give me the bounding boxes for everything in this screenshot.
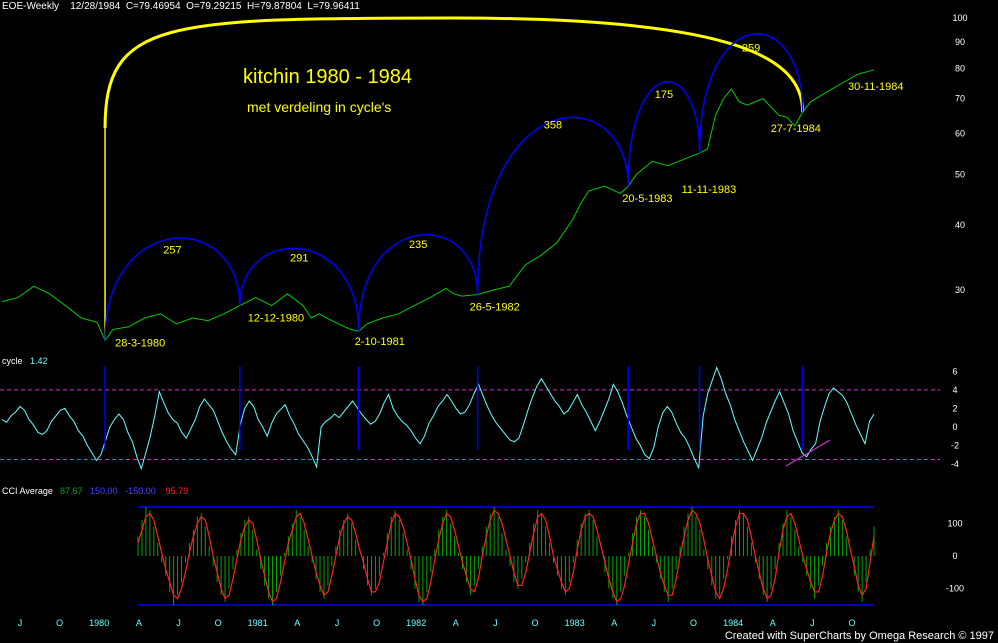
cycle-arc xyxy=(104,237,241,341)
cycle-title: cycle xyxy=(2,356,23,366)
x-axis-label: J xyxy=(493,618,498,628)
cycle-trend-line xyxy=(785,439,831,467)
cycle-panel: 6 4 2 0 -2 -4 cycle 1.42 xyxy=(0,356,959,471)
cycle-low-date: 12-12-1980 xyxy=(248,313,304,325)
cci-panel: 100 0 -100 CCI Average 87.67 150.00 -150.00 95.… xyxy=(2,486,964,606)
cycle-y-tick: 2 xyxy=(952,403,957,413)
header-close: C=79.46954 xyxy=(125,1,181,12)
cycle-series-line xyxy=(1,366,875,471)
cycle-length-label: 291 xyxy=(290,253,308,265)
price-y-tick: 100 xyxy=(952,13,967,23)
x-axis-label: O xyxy=(56,618,63,628)
cci-legend-value: -150.00 xyxy=(125,486,156,496)
x-axis-label: J xyxy=(335,618,340,628)
header-low: L=79.96411 xyxy=(307,1,360,12)
x-axis-label: 1982 xyxy=(406,618,426,628)
cycle-arc xyxy=(627,81,701,187)
x-axis-label: A xyxy=(611,618,617,628)
kitchin-arc xyxy=(103,16,805,129)
x-axis-label: A xyxy=(136,618,142,628)
cci-legend-value: 95.79 xyxy=(166,486,189,496)
x-axis-label: O xyxy=(848,618,855,628)
cycle-low-date: 28-3-1980 xyxy=(115,337,165,349)
x-axis-label: 1981 xyxy=(248,618,268,628)
cci-average-line xyxy=(137,509,875,603)
x-axis-label: A xyxy=(770,618,776,628)
x-axis-label: J xyxy=(18,618,23,628)
cycle-arc xyxy=(357,234,479,332)
cci-legend-value: 150.00 xyxy=(90,486,118,496)
cycle-length-label: 358 xyxy=(544,119,562,131)
cycle-y-tick: -4 xyxy=(951,459,959,469)
cycle-y-tick: 0 xyxy=(952,422,957,432)
x-axis-label: O xyxy=(373,618,380,628)
x-axis-label: A xyxy=(294,618,300,628)
price-series-line xyxy=(1,69,875,342)
x-axis-label: O xyxy=(215,618,222,628)
cycle-low-date: 11-11-1983 xyxy=(682,184,737,196)
header-symbol: EOE-Weekly xyxy=(2,1,60,12)
cci-y-tick: 0 xyxy=(952,551,957,561)
x-axis-label: 1984 xyxy=(723,618,743,628)
price-y-tick: 70 xyxy=(955,94,965,104)
price-y-tick: 50 xyxy=(955,170,965,180)
x-axis-label: 1983 xyxy=(565,618,585,628)
cci-legend-value: 87.67 xyxy=(60,486,83,496)
header-date: 12/28/1984 xyxy=(70,1,121,12)
cci-y-tick: 100 xyxy=(947,518,962,528)
cycle-low-date: 20-5-1983 xyxy=(622,193,672,205)
overlay-subtitle: met verdeling in cycle's xyxy=(247,99,392,115)
cci-y-tick: -100 xyxy=(946,584,964,594)
cycle-y-tick: 4 xyxy=(952,385,957,395)
cycle-low-date: 2-10-1981 xyxy=(355,336,405,348)
x-axis-label: 1980 xyxy=(89,618,109,628)
cycle-last-value: 1.42 xyxy=(30,356,48,366)
cycle-arc xyxy=(698,33,804,154)
price-y-tick: 90 xyxy=(955,37,965,47)
cycle-length-label: 175 xyxy=(655,89,673,101)
x-axis: J O 1980 A J O 1981 A J O 1982 A J O 1983 A J O 1984 A J O xyxy=(18,618,856,628)
cci-title: CCI Average xyxy=(2,486,53,496)
cycle-length-label: 257 xyxy=(163,244,181,256)
cycle-y-tick: -2 xyxy=(951,441,959,451)
cycle-low-date: 30-11-1984 xyxy=(848,81,903,93)
cycle-length-label: 259 xyxy=(742,42,760,54)
header-open: O=79.29215 xyxy=(186,1,242,12)
cycle-y-tick: 6 xyxy=(952,366,957,376)
x-axis-label: O xyxy=(690,618,697,628)
x-axis-label: A xyxy=(453,618,459,628)
x-axis-label: J xyxy=(652,618,657,628)
overlay-title: kitchin 1980 - 1984 xyxy=(243,66,413,88)
x-axis-label: O xyxy=(531,618,538,628)
cycle-arc xyxy=(476,116,630,295)
x-axis-label: J xyxy=(176,618,181,628)
price-y-tick: 40 xyxy=(955,220,965,230)
price-y-tick: 80 xyxy=(955,63,965,73)
cycle-low-date: 27-7-1984 xyxy=(771,123,821,135)
price-y-tick: 60 xyxy=(955,128,965,138)
cycle-arc xyxy=(239,247,360,332)
cycle-low-date: 26-5-1982 xyxy=(470,302,520,314)
footer-credit: Created with SuperCharts by Omega Resear… xyxy=(724,630,994,642)
cycle-length-label: 235 xyxy=(409,239,427,251)
price-y-tick: 30 xyxy=(955,285,965,295)
header-high: H=79.87804 xyxy=(247,1,302,12)
header-readout: EOE-Weekly 12/28/1984 C=79.46954 O=79.29… xyxy=(2,1,360,12)
x-axis-label: J xyxy=(810,618,815,628)
price-panel: 100 90 80 70 60 50 40 30 257 291 235 358 175 259 28-3-… xyxy=(1,13,968,349)
